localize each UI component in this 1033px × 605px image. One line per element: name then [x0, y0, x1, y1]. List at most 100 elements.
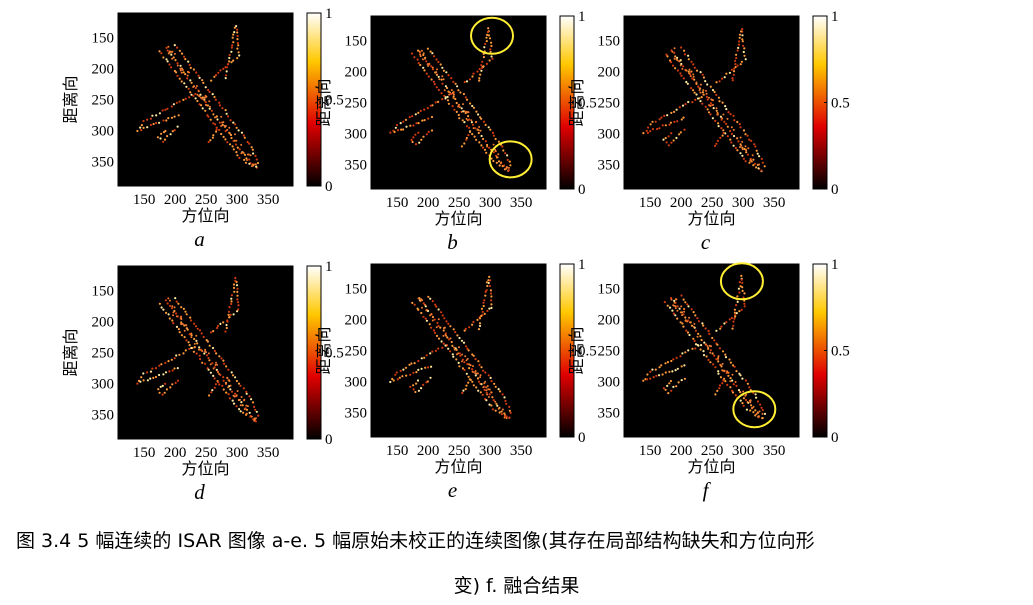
- x-tick-label: 200: [670, 443, 693, 459]
- y-axis-label: 距离向: [61, 75, 80, 123]
- panel-label: a: [194, 227, 205, 251]
- y-tick-label: 300: [598, 126, 621, 142]
- panel-label: d: [194, 480, 205, 504]
- colorbar-tick-label: 1: [578, 257, 586, 273]
- image-area: [118, 13, 293, 186]
- x-tick-label: 350: [257, 445, 280, 461]
- x-tick-label: 150: [133, 445, 156, 461]
- highlight-circle: [732, 390, 777, 429]
- colorbar-tick-label: 0: [325, 179, 333, 195]
- y-tick-label: 300: [92, 123, 115, 139]
- colorbar-tick-label: 0: [325, 432, 333, 448]
- y-tick-label: 350: [598, 405, 621, 421]
- isar-scatterers: [136, 276, 260, 423]
- figure: 150 200 250 300 350150200250300350方位向距离向a00.…: [61, 6, 850, 504]
- y-tick-label: 200: [345, 65, 368, 81]
- isar-scatterers: [642, 274, 767, 420]
- x-tick-label: 300: [732, 195, 755, 211]
- x-tick-label: 150: [133, 192, 156, 208]
- x-tick-label: 150: [386, 443, 409, 459]
- x-tick-label: 350: [257, 192, 280, 208]
- x-tick-label: 300: [226, 445, 249, 461]
- y-tick-label: 200: [598, 313, 621, 329]
- y-tick-label: 250: [345, 96, 368, 112]
- y-tick-label: 200: [345, 313, 368, 329]
- x-axis-label: 方位向: [181, 459, 229, 478]
- x-tick-label: 300: [226, 192, 249, 208]
- colorbar-tick-label: 0.5: [831, 96, 850, 112]
- x-tick-label: 350: [763, 443, 786, 459]
- y-tick-label: 200: [598, 65, 621, 81]
- y-tick-label: 150: [598, 282, 621, 298]
- x-tick-label: 250: [448, 195, 471, 211]
- y-tick-label: 300: [345, 126, 368, 142]
- x-tick-label: 300: [732, 443, 755, 459]
- y-tick-label: 350: [345, 157, 368, 173]
- y-tick-label: 150: [598, 34, 621, 50]
- y-tick-label: 350: [598, 157, 621, 173]
- y-tick-label: 250: [92, 93, 115, 109]
- figure-caption-line-1: 图 3.4 5 幅连续的 ISAR 图像 a-e. 5 幅原始未校正的连续图像(…: [16, 530, 815, 552]
- colorbar-tick-label: 1: [325, 6, 333, 22]
- colorbar-tick-label: 0.5: [831, 344, 850, 360]
- panel-label: c: [701, 230, 711, 254]
- isar-scatterers: [136, 25, 260, 169]
- x-axis-label: 方位向: [687, 209, 735, 228]
- subplot-d: 150 200 250 300 350 150 200 250 300 350 方位向 距离向 d 0 0.…: [61, 259, 344, 504]
- y-axis-label: 距离向: [567, 78, 586, 126]
- y-tick-label: 300: [92, 376, 115, 392]
- x-tick-label: 150: [639, 443, 662, 459]
- x-tick-label: 250: [195, 192, 218, 208]
- colorbar-tick-label: 1: [578, 9, 586, 25]
- colorbar-tick-label: 1: [831, 257, 839, 273]
- isar-scatterers: [389, 275, 512, 420]
- colorbar-tick-label: 0.5: [325, 346, 344, 362]
- figure-caption-line-2: 变) f. 融合结果: [453, 575, 580, 597]
- colorbar-tick-label: 0: [831, 430, 839, 446]
- y-tick-label: 200: [92, 62, 115, 78]
- x-tick-label: 200: [417, 443, 440, 459]
- highlight-circle: [488, 140, 533, 179]
- x-tick-label: 350: [510, 195, 533, 211]
- x-tick-label: 200: [417, 195, 440, 211]
- y-tick-label: 150: [92, 284, 115, 300]
- y-tick-label: 200: [92, 315, 115, 331]
- x-tick-label: 200: [164, 445, 187, 461]
- colorbar-tick-label: 0: [831, 182, 839, 198]
- subplot-c: 150 200 250 300 350 150 200 250 300 350 方位向 距离向 c 0 0.…: [567, 9, 850, 254]
- y-tick-label: 300: [598, 374, 621, 390]
- x-axis-label: 方位向: [181, 206, 229, 225]
- y-tick-label: 250: [598, 96, 621, 112]
- x-tick-label: 250: [701, 443, 724, 459]
- y-tick-label: 150: [345, 34, 368, 50]
- x-tick-label: 300: [479, 443, 502, 459]
- subplot-a: 150 200 250 300 350 150 200 250 300 350 方位向 距离向 a 0 0.…: [61, 6, 344, 251]
- x-tick-label: 250: [448, 443, 471, 459]
- panel-label: f: [703, 478, 712, 502]
- highlight-circle: [719, 262, 764, 301]
- subplot-f: 150 200 250 300 350 150 200 250 300 350 方位向 距离向 f 0 0.…: [567, 257, 850, 502]
- colorbar-tick-label: 0: [578, 182, 586, 198]
- colorbar-tick-label: 0: [578, 430, 586, 446]
- y-tick-label: 350: [345, 405, 368, 421]
- highlight-circle: [470, 16, 515, 55]
- y-tick-label: 250: [345, 344, 368, 360]
- x-tick-label: 150: [639, 195, 662, 211]
- colorbar-tick-label: 0.5: [578, 96, 597, 112]
- colorbar-tick-label: 0.5: [325, 93, 344, 109]
- subplot-e: 150 200 250 300 350 150 200 250 300 350 方位向 距离向 e 0 0.…: [314, 257, 597, 502]
- y-tick-label: 250: [598, 344, 621, 360]
- y-tick-label: 150: [345, 282, 368, 298]
- x-axis-label: 方位向: [434, 209, 482, 228]
- image-area: [371, 264, 546, 437]
- y-tick-label: 350: [92, 154, 115, 170]
- subplot-b: 150 200 250 300 350 150 200 250 300 350 方位向 距离向 b 0 0.…: [314, 9, 597, 254]
- image-area: [371, 16, 546, 189]
- y-axis-label: 距离向: [567, 326, 586, 374]
- x-tick-label: 350: [763, 195, 786, 211]
- x-tick-label: 200: [164, 192, 187, 208]
- x-tick-label: 200: [670, 195, 693, 211]
- x-tick-label: 150: [386, 195, 409, 211]
- colorbar-tick-label: 1: [831, 9, 839, 25]
- colorbar-tick-label: 0.5: [578, 344, 597, 360]
